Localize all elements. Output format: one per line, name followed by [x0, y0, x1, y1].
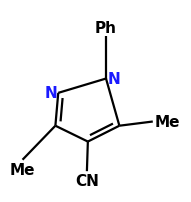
Text: Me: Me [155, 115, 180, 129]
Text: N: N [45, 86, 57, 101]
Text: Me: Me [10, 162, 35, 177]
Text: N: N [108, 72, 120, 87]
Text: CN: CN [75, 173, 99, 188]
Text: Ph: Ph [95, 21, 117, 35]
